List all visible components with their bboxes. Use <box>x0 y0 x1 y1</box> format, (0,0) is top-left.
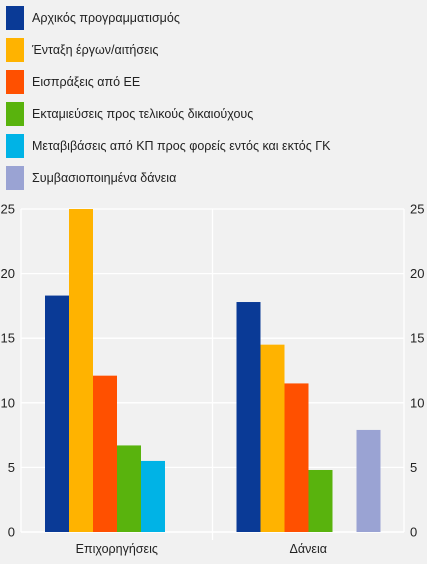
legend-item: Ένταξη έργων/αιτήσεις <box>6 38 158 62</box>
legend-label: Ένταξη έργων/αιτήσεις <box>32 43 159 57</box>
bar <box>117 445 141 532</box>
legend-swatch <box>6 102 24 126</box>
legend-label: Εισπράξεις από ΕΕ <box>32 75 141 89</box>
legend-item: Εκταμιεύσεις προς τελικούς δικαιούχους <box>6 102 253 126</box>
y-tick-label-right: 20 <box>410 266 424 281</box>
bar <box>260 344 285 532</box>
y-tick-label-right: 5 <box>410 460 417 475</box>
y-tick-label-left: 0 <box>8 525 15 540</box>
y-tick-label-left: 5 <box>8 460 15 475</box>
bar <box>69 209 93 532</box>
bar <box>356 429 381 532</box>
y-tick-label-right: 10 <box>410 395 424 410</box>
y-tick-label-right: 25 <box>410 202 424 217</box>
y-tick-label-right: 15 <box>410 331 424 346</box>
x-category-label: Επιχορηγήσεις <box>76 542 158 556</box>
legend-label: Αρχικός προγραμματισμός <box>32 11 180 25</box>
y-tick-label-left: 25 <box>1 202 15 217</box>
legend-label: Μεταβιβάσεις από ΚΠ προς φορείς εντός κα… <box>32 139 331 153</box>
bar <box>141 460 165 532</box>
legend-swatch <box>6 70 24 94</box>
y-tick-label-left: 15 <box>1 331 15 346</box>
legend-swatch <box>6 166 24 190</box>
bar <box>236 302 261 532</box>
y-tick-label-right: 0 <box>410 525 417 540</box>
legend-item: Μεταβιβάσεις από ΚΠ προς φορείς εντός κα… <box>6 134 330 158</box>
bar <box>93 375 117 532</box>
legend-item: Συμβασιοποιημένα δάνεια <box>6 166 176 190</box>
legend-swatch <box>6 6 24 30</box>
y-tick-label-left: 10 <box>1 395 15 410</box>
bar <box>45 295 69 532</box>
legend-swatch <box>6 38 24 62</box>
y-tick-label-left: 20 <box>1 266 15 281</box>
legend-item: Εισπράξεις από ΕΕ <box>6 70 140 94</box>
legend-label: Συμβασιοποιημένα δάνεια <box>32 171 177 185</box>
bar <box>308 469 333 532</box>
legend-label: Εκταμιεύσεις προς τελικούς δικαιούχους <box>32 107 254 121</box>
legend-swatch <box>6 134 24 158</box>
legend-item: Αρχικός προγραμματισμός <box>6 6 180 30</box>
bar <box>284 383 309 532</box>
x-category-label: Δάνεια <box>290 542 327 556</box>
